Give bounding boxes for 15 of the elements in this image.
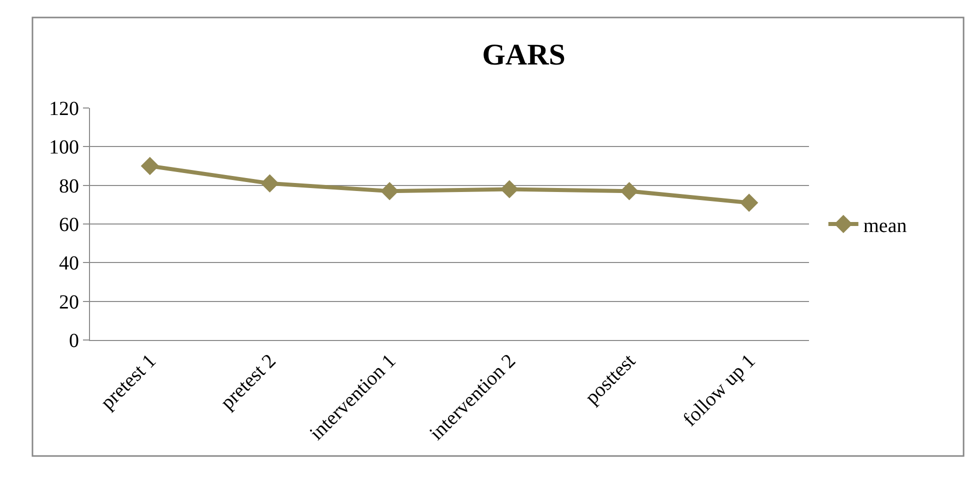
point: [260, 174, 279, 192]
y-tick-label: 120: [49, 98, 79, 120]
y-tick-label: 20: [59, 291, 79, 314]
chart-title: GARS: [482, 38, 566, 72]
point: [740, 194, 758, 212]
y-tick-label: 80: [59, 175, 79, 198]
point: [380, 182, 399, 200]
y-tick-label: 0: [69, 330, 79, 352]
legend-label: mean: [863, 214, 907, 237]
y-tick-label: 100: [49, 136, 79, 159]
y-tick-label: 40: [59, 252, 79, 275]
y-tick-label: 60: [59, 214, 79, 236]
point: [620, 182, 638, 200]
point: [500, 180, 519, 198]
point: [140, 156, 160, 176]
